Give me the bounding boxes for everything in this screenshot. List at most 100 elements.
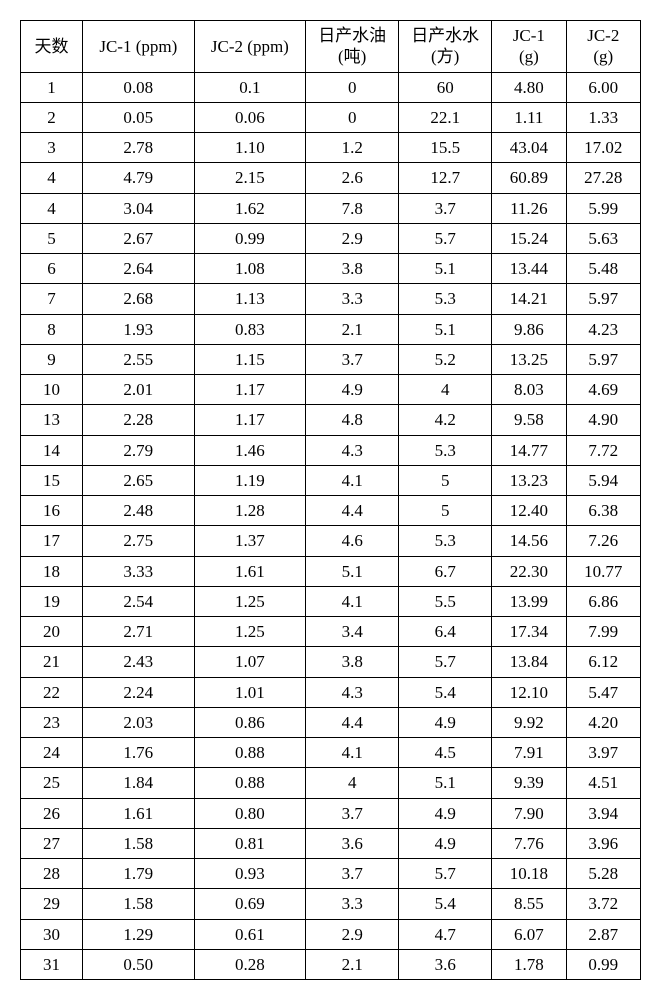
- table-cell: 3.04: [83, 193, 195, 223]
- table-cell: 5.7: [399, 223, 492, 253]
- table-row: 222.241.014.35.412.105.47: [21, 677, 641, 707]
- col-header-jc2-g: JC-2(g): [566, 21, 640, 73]
- table-cell: 2.1: [306, 949, 399, 979]
- table-cell: 1.79: [83, 859, 195, 889]
- table-cell: 4.20: [566, 707, 640, 737]
- table-cell: 1.58: [83, 828, 195, 858]
- table-header-row: 天数 JC-1 (ppm) JC-2 (ppm) 日产水油(吨) 日产水水(方)…: [21, 21, 641, 73]
- table-row: 212.431.073.85.713.846.12: [21, 647, 641, 677]
- table-cell: 7: [21, 284, 83, 314]
- table-cell: 12.7: [399, 163, 492, 193]
- table-cell: 1.15: [194, 344, 306, 374]
- table-cell: 9.58: [492, 405, 566, 435]
- table-cell: 5.4: [399, 677, 492, 707]
- table-cell: 0.61: [194, 919, 306, 949]
- table-cell: 27: [21, 828, 83, 858]
- table-cell: 12.40: [492, 496, 566, 526]
- table-cell: 7.72: [566, 435, 640, 465]
- table-cell: 31: [21, 949, 83, 979]
- table-cell: 1.17: [194, 375, 306, 405]
- table-cell: 5.97: [566, 284, 640, 314]
- table-cell: 0.05: [83, 102, 195, 132]
- table-cell: 7.8: [306, 193, 399, 223]
- table-cell: 13.99: [492, 586, 566, 616]
- table-row: 81.930.832.15.19.864.23: [21, 314, 641, 344]
- table-cell: 5.99: [566, 193, 640, 223]
- table-cell: 25: [21, 768, 83, 798]
- table-cell: 3.72: [566, 889, 640, 919]
- table-cell: 1.58: [83, 889, 195, 919]
- table-cell: 16: [21, 496, 83, 526]
- table-cell: 5: [399, 496, 492, 526]
- table-cell: 1.33: [566, 102, 640, 132]
- table-cell: 3.8: [306, 647, 399, 677]
- table-cell: 8.03: [492, 375, 566, 405]
- table-cell: 3.96: [566, 828, 640, 858]
- table-head: 天数 JC-1 (ppm) JC-2 (ppm) 日产水油(吨) 日产水水(方)…: [21, 21, 641, 73]
- table-cell: 2.43: [83, 647, 195, 677]
- table-cell: 4.9: [399, 828, 492, 858]
- table-cell: 0.86: [194, 707, 306, 737]
- table-cell: 7.76: [492, 828, 566, 858]
- table-cell: 26: [21, 798, 83, 828]
- table-cell: 3.6: [399, 949, 492, 979]
- table-cell: 19: [21, 586, 83, 616]
- table-row: 52.670.992.95.715.245.63: [21, 223, 641, 253]
- table-cell: 2.01: [83, 375, 195, 405]
- table-cell: 6.38: [566, 496, 640, 526]
- table-cell: 6.12: [566, 647, 640, 677]
- table-cell: 14.77: [492, 435, 566, 465]
- table-cell: 23: [21, 707, 83, 737]
- table-cell: 30: [21, 919, 83, 949]
- table-cell: 8.55: [492, 889, 566, 919]
- table-row: 281.790.933.75.710.185.28: [21, 859, 641, 889]
- table-cell: 1.29: [83, 919, 195, 949]
- table-row: 301.290.612.94.76.072.87: [21, 919, 641, 949]
- table-row: 132.281.174.84.29.584.90: [21, 405, 641, 435]
- table-cell: 13.84: [492, 647, 566, 677]
- table-cell: 4.90: [566, 405, 640, 435]
- table-cell: 0.99: [194, 223, 306, 253]
- table-cell: 2.68: [83, 284, 195, 314]
- table-cell: 0.88: [194, 738, 306, 768]
- table-cell: 2.54: [83, 586, 195, 616]
- table-cell: 9.86: [492, 314, 566, 344]
- table-cell: 3.4: [306, 617, 399, 647]
- table-row: 241.760.884.14.57.913.97: [21, 738, 641, 768]
- table-cell: 0.28: [194, 949, 306, 979]
- table-cell: 2: [21, 102, 83, 132]
- table-cell: 4: [306, 768, 399, 798]
- table-cell: 2.79: [83, 435, 195, 465]
- table-cell: 29: [21, 889, 83, 919]
- table-cell: 4.80: [492, 72, 566, 102]
- table-cell: 9: [21, 344, 83, 374]
- table-cell: 2.15: [194, 163, 306, 193]
- table-cell: 14: [21, 435, 83, 465]
- table-cell: 2.6: [306, 163, 399, 193]
- table-cell: 60.89: [492, 163, 566, 193]
- table-cell: 1.2: [306, 133, 399, 163]
- table-row: 251.840.8845.19.394.51: [21, 768, 641, 798]
- table-cell: 1.62: [194, 193, 306, 223]
- table-cell: 3.33: [83, 556, 195, 586]
- table-cell: 3.7: [306, 798, 399, 828]
- table-cell: 7.91: [492, 738, 566, 768]
- table-cell: 28: [21, 859, 83, 889]
- table-cell: 1.76: [83, 738, 195, 768]
- table-cell: 1.10: [194, 133, 306, 163]
- table-cell: 5.1: [399, 314, 492, 344]
- table-cell: 1.28: [194, 496, 306, 526]
- table-cell: 0: [306, 102, 399, 132]
- table-cell: 20: [21, 617, 83, 647]
- table-cell: 3.97: [566, 738, 640, 768]
- table-row: 162.481.284.4512.406.38: [21, 496, 641, 526]
- table-cell: 5.5: [399, 586, 492, 616]
- table-cell: 5.7: [399, 859, 492, 889]
- table-row: 102.011.174.948.034.69: [21, 375, 641, 405]
- table-cell: 6.00: [566, 72, 640, 102]
- table-cell: 0.81: [194, 828, 306, 858]
- table-row: 172.751.374.65.314.567.26: [21, 526, 641, 556]
- table-cell: 8: [21, 314, 83, 344]
- table-cell: 5.3: [399, 284, 492, 314]
- table-cell: 17: [21, 526, 83, 556]
